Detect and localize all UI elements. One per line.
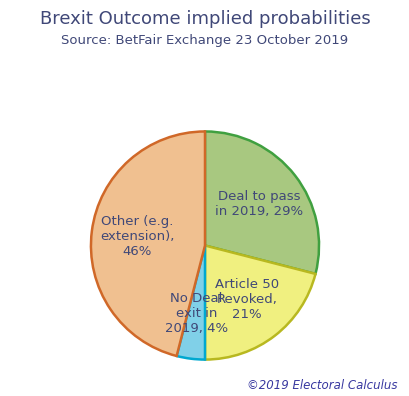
Text: Article 50
Revoked,
21%: Article 50 Revoked, 21%: [214, 278, 278, 321]
Wedge shape: [91, 131, 204, 356]
Text: No Deal
exit in
2019, 4%: No Deal exit in 2019, 4%: [164, 292, 227, 335]
Wedge shape: [204, 131, 318, 274]
Wedge shape: [204, 246, 315, 360]
Text: Deal to pass
in 2019, 29%: Deal to pass in 2019, 29%: [214, 190, 302, 217]
Wedge shape: [176, 246, 204, 360]
Text: ©2019 Electoral Calculus: ©2019 Electoral Calculus: [247, 379, 397, 392]
Text: Source: BetFair Exchange 23 October 2019: Source: BetFair Exchange 23 October 2019: [61, 34, 348, 47]
Text: Other (e.g.
extension),
46%: Other (e.g. extension), 46%: [100, 215, 174, 259]
Text: Brexit Outcome implied probabilities: Brexit Outcome implied probabilities: [40, 10, 369, 28]
